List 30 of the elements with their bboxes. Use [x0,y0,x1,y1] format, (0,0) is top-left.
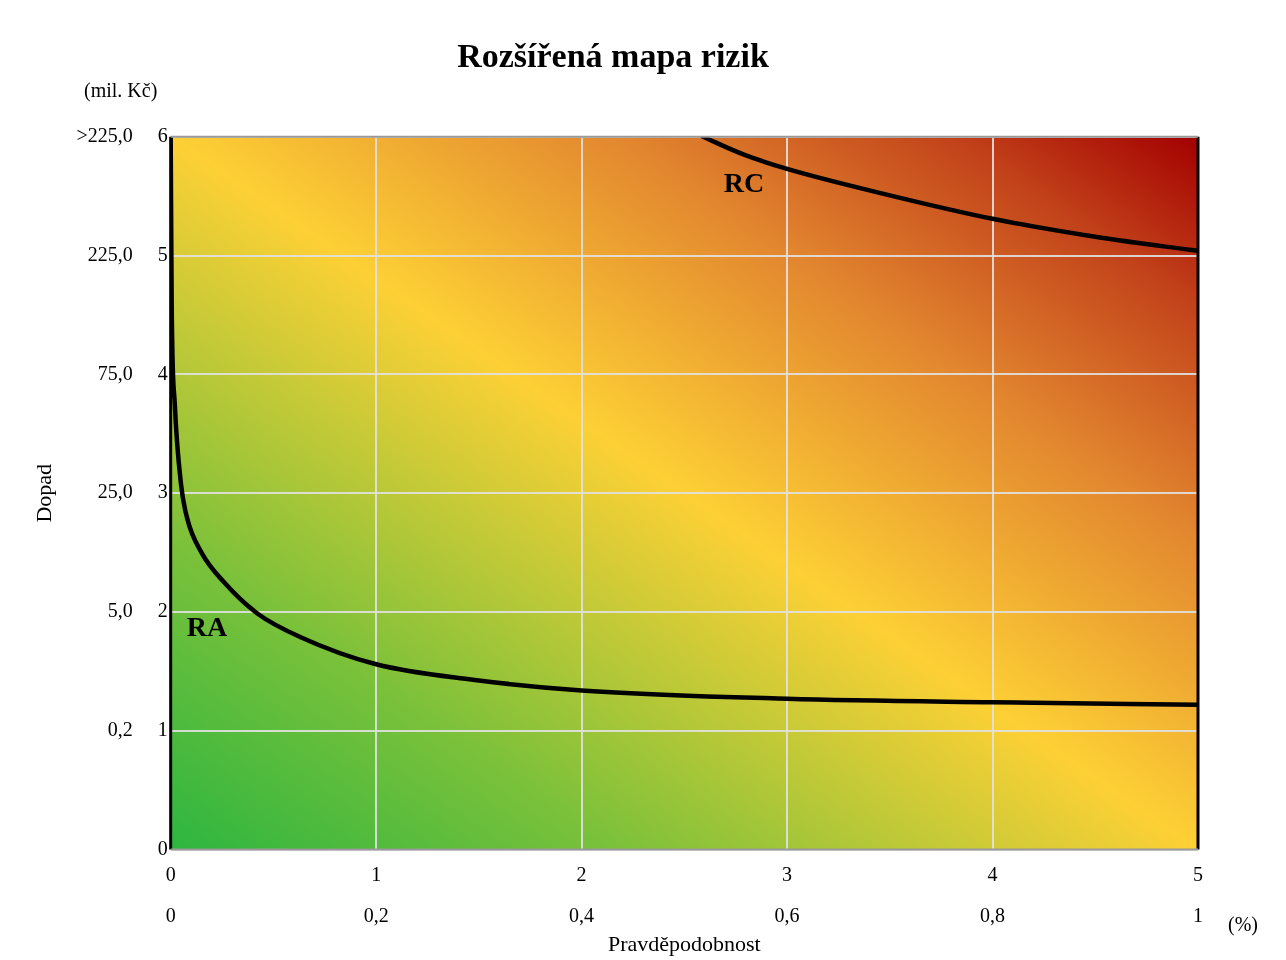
x2-tick-label: 0,2 [363,903,389,926]
y-tick-label: 2 [157,599,168,622]
x-tick-label: 2 [576,862,587,885]
y-tick-label: 5 [157,242,168,265]
category-label: 75,0 [97,361,133,384]
x-tick-label: 3 [782,862,793,885]
category-label: 0,2 [107,718,133,741]
y-tick-label: 6 [157,124,168,147]
y-tick-label: 1 [157,718,168,741]
x-tick-label: 5 [1193,862,1203,885]
category-label: >225,0 [76,124,133,147]
series-label: RC [723,166,765,198]
x2-tick-label: 0,4 [569,903,595,926]
x2-tick-label: 0,8 [980,903,1006,926]
category-label: 5,0 [107,599,133,622]
x2-tick-label: 0,6 [774,903,800,926]
y2-axis-title: (mil. Kč) [84,79,158,103]
x2-tick-label: 1 [1193,903,1203,926]
y-tick-label: 0 [157,836,168,859]
x-tick-label: 1 [371,862,382,885]
x2-axis-title: (%) [1228,912,1258,936]
x-axis-title: Pravděpodobnost [607,930,761,956]
series-label: RA [186,611,228,643]
y-tick-label: 4 [157,361,168,384]
y-axis-title: Dopad [30,463,56,523]
chart-title: Rozšířená mapa rizik [457,37,769,75]
y-tick-label: 3 [157,480,168,503]
x-tick-label: 4 [987,862,998,885]
category-label: 25,0 [97,480,133,503]
category-label: 225,0 [87,242,133,265]
